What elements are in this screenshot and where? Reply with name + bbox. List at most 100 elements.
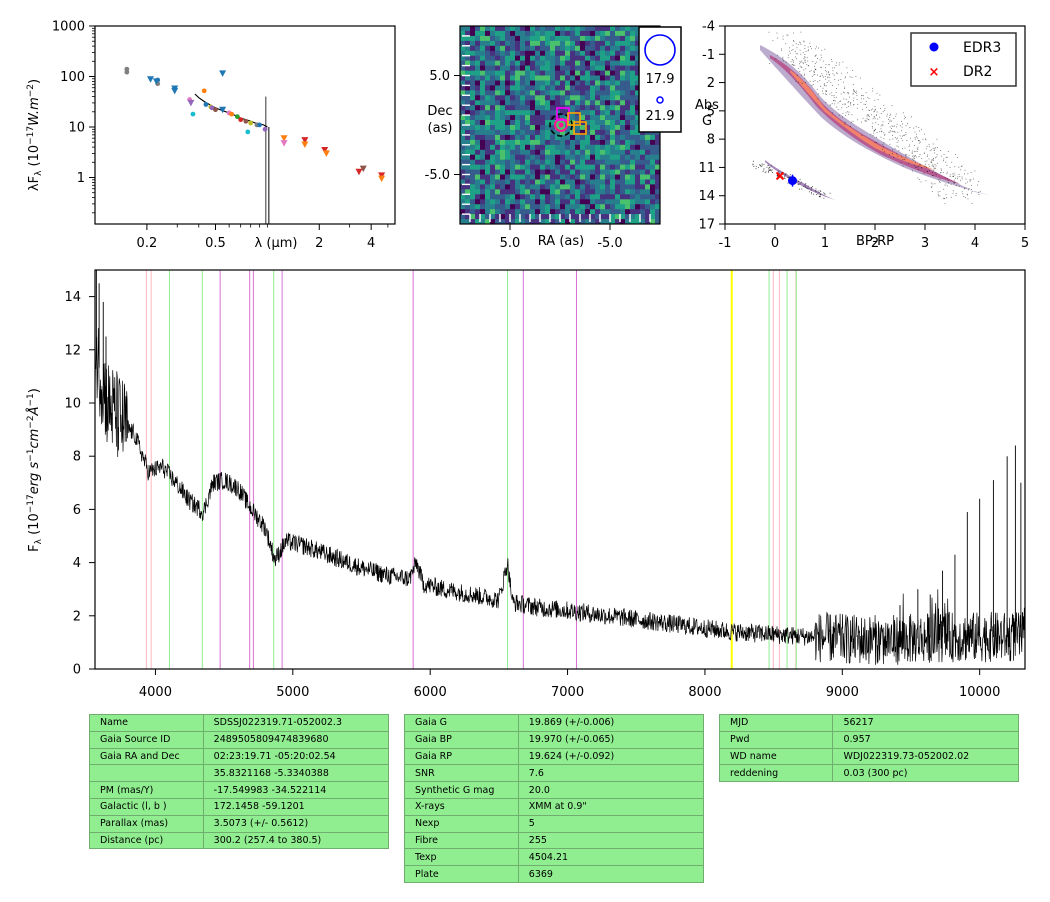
image-pixel [510,35,516,42]
image-pixel [465,144,471,151]
hr-field-star [873,132,875,134]
image-pixel [620,80,626,86]
image-pixel [510,80,516,86]
hr-field-star [801,60,803,62]
table-value: 19.869 (+/-0.006) [517,714,705,732]
image-pixel [550,75,556,81]
image-pixel [545,70,551,76]
image-pixel [590,40,596,47]
hr-wd-star [805,183,807,185]
image-pixel [540,129,546,136]
image-pixel [475,70,481,76]
image-pixel [490,26,496,32]
image-pixel [515,95,521,101]
hr-field-star [856,98,858,100]
image-pixel [520,70,526,76]
image-pixel [555,55,561,62]
table-row: PM (mas/Y) -17.549983 -34.522114 [89,781,390,799]
image-pixel [625,144,631,151]
image-pixel [625,105,631,111]
image-pixel [510,194,516,200]
hr-x-tick-label: 4 [971,236,979,251]
hr-field-star [874,141,876,143]
image-pixel [595,26,601,32]
image-pixel [480,134,486,141]
spectrum-y-tick-label: 4 [73,556,81,571]
hr-y-label-2: G [702,114,712,129]
hr-field-star [848,111,850,113]
image-pixel [550,189,556,195]
image-pixel [550,164,556,170]
hr-field-star [792,60,794,62]
image-pixel [545,189,551,195]
hr-field-star [837,84,839,86]
image-pixel [500,219,506,225]
image-pixel [520,134,526,141]
image-pixel [570,189,576,195]
image-pixel [615,95,621,101]
hr-field-star [952,190,954,192]
hr-field-star [905,132,907,134]
image-pixel [485,60,491,66]
image-pixel [580,139,586,146]
image-pixel [460,65,466,71]
image-pixel [535,75,541,81]
image-pixel [625,65,631,71]
sed-x-label: λ (μm) [255,236,298,251]
image-pixel [495,75,501,81]
image-pixel [580,194,586,200]
image-pixel [540,65,546,71]
target-box-magenta [556,107,570,121]
image-pixel [545,90,551,96]
image-pixel [600,125,606,131]
table-row: Nexp 5 [404,814,705,833]
hr-wd-star [769,166,771,168]
hr-field-star [907,123,908,125]
image-pixel [620,159,626,166]
hr-field-star [816,61,818,63]
image-pixel [640,174,646,180]
image-pixel [605,95,611,101]
table-row: reddening 0.03 (300 pc) [718,764,1019,783]
hr-field-star [804,73,805,75]
hr-x-tick-label: 1 [821,236,829,251]
hr-field-star [827,77,829,79]
image-pixel [560,149,566,156]
hr-wd-star [761,164,763,166]
image-pixel [550,85,556,91]
image-pixel [535,45,541,52]
image-pixel [630,125,636,131]
hr-field-star [841,72,843,74]
hr-field-star [797,53,799,55]
hr-field-star [871,114,872,116]
image-pixel [535,199,541,205]
image-pixel [600,65,606,71]
hr-field-star [928,158,930,160]
image-pixel [565,209,571,215]
image-pixel [615,194,621,200]
table-key: Distance (pc) [89,831,204,850]
hr-field-star [935,174,937,175]
image-pixel [620,209,626,215]
image-pixel [600,129,606,136]
image-pixel [590,115,596,121]
hr-field-star [834,67,835,69]
hr-field-star [831,59,832,60]
image-pixel [565,194,571,200]
image-pixel [500,144,506,151]
hr-field-star [823,76,824,78]
image-pixel [515,26,521,32]
image-pixel [635,100,641,106]
image-pixel [490,100,496,106]
hr-field-star [801,82,803,84]
image-pixel [505,189,511,195]
hr-wd-star [805,186,806,188]
image-pixel [465,110,471,116]
sed-point [243,118,249,124]
image-pixel [510,209,516,215]
image-pixel [485,125,491,131]
image-pixel [480,40,486,47]
hr-field-star [828,80,830,82]
hr-wd-star [753,166,755,167]
hr-field-star [822,93,824,94]
